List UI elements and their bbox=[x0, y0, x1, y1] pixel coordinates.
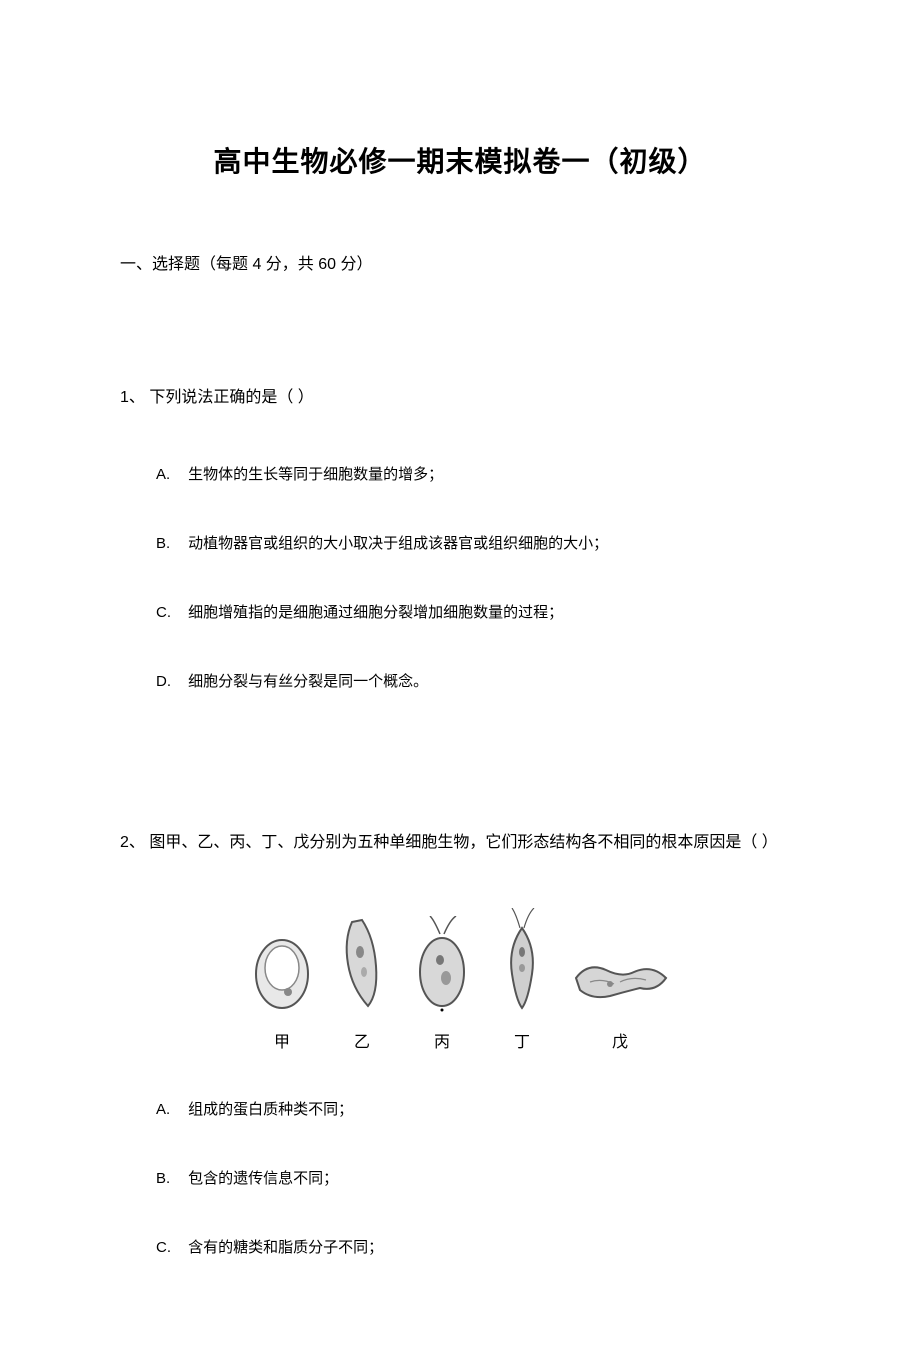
organism-bing-icon bbox=[410, 916, 474, 1012]
option-c: C. 细胞增殖指的是细胞通过细胞分裂增加细胞数量的过程； bbox=[156, 601, 800, 625]
organism-wu: 戊 bbox=[570, 948, 670, 1052]
option-list: A. 生物体的生长等同于细胞数量的增多； B. 动植物器官或组织的大小取决于组成… bbox=[120, 463, 800, 694]
document-page: 高中生物必修一期末模拟卷一（初级） 一、选择题（每题 4 分，共 60 分） 1… bbox=[0, 0, 920, 1365]
organism-bing: 丙 bbox=[410, 916, 474, 1052]
option-c: C. 含有的糖类和脂质分子不同； bbox=[156, 1236, 800, 1260]
question-2: 2、 图甲、乙、丙、丁、戊分别为五种单细胞生物，它们形态结构各不相同的根本原因是… bbox=[120, 829, 800, 1260]
organism-label: 戊 bbox=[612, 1028, 628, 1052]
option-marker: B. bbox=[156, 532, 184, 556]
option-a: A. 组成的蛋白质种类不同； bbox=[156, 1098, 800, 1122]
organism-yi: 乙 bbox=[334, 916, 390, 1052]
option-text: 含有的糖类和脂质分子不同； bbox=[188, 1239, 383, 1256]
organism-wu-icon bbox=[570, 948, 670, 1012]
option-marker: D. bbox=[156, 670, 184, 694]
option-b: B. 动植物器官或组织的大小取决于组成该器官或组织细胞的大小； bbox=[156, 532, 800, 556]
option-marker: C. bbox=[156, 1236, 184, 1260]
option-marker: B. bbox=[156, 1167, 184, 1191]
question-1: 1、 下列说法正确的是（ ） A. 生物体的生长等同于细胞数量的增多； B. 动… bbox=[120, 384, 800, 694]
organism-label: 丁 bbox=[514, 1028, 530, 1052]
organism-figure: 甲 乙 bbox=[120, 908, 800, 1052]
question-number: 2、 bbox=[120, 834, 145, 851]
option-a: A. 生物体的生长等同于细胞数量的增多； bbox=[156, 463, 800, 487]
option-text: 包含的遗传信息不同； bbox=[188, 1170, 338, 1187]
option-list: A. 组成的蛋白质种类不同； B. 包含的遗传信息不同； C. 含有的糖类和脂质… bbox=[120, 1098, 800, 1260]
organism-row: 甲 乙 bbox=[250, 908, 670, 1052]
option-marker: C. bbox=[156, 601, 184, 625]
organism-ding-icon bbox=[494, 908, 550, 1012]
question-text: 图甲、乙、丙、丁、戊分别为五种单细胞生物，它们形态结构各不相同的根本原因是（ ） bbox=[149, 834, 777, 851]
question-text: 下列说法正确的是（ ） bbox=[149, 389, 313, 406]
option-marker: A. bbox=[156, 1098, 184, 1122]
option-text: 组成的蛋白质种类不同； bbox=[188, 1101, 353, 1118]
section-header: 一、选择题（每题 4 分，共 60 分） bbox=[120, 250, 800, 274]
option-text: 细胞增殖指的是细胞通过细胞分裂增加细胞数量的过程； bbox=[188, 604, 563, 621]
spacer bbox=[120, 739, 800, 829]
organism-label: 甲 bbox=[274, 1028, 290, 1052]
question-stem: 2、 图甲、乙、丙、丁、戊分别为五种单细胞生物，它们形态结构各不相同的根本原因是… bbox=[120, 829, 800, 858]
organism-jia: 甲 bbox=[250, 932, 314, 1052]
question-stem: 1、 下列说法正确的是（ ） bbox=[120, 384, 800, 413]
option-text: 生物体的生长等同于细胞数量的增多； bbox=[188, 466, 443, 483]
organism-label: 乙 bbox=[354, 1028, 370, 1052]
question-number: 1、 bbox=[120, 389, 145, 406]
option-b: B. 包含的遗传信息不同； bbox=[156, 1167, 800, 1191]
exam-title: 高中生物必修一期末模拟卷一（初级） bbox=[120, 140, 800, 180]
option-text: 细胞分裂与有丝分裂是同一个概念。 bbox=[188, 673, 428, 690]
option-d: D. 细胞分裂与有丝分裂是同一个概念。 bbox=[156, 670, 800, 694]
organism-label: 丙 bbox=[434, 1028, 450, 1052]
organism-jia-icon bbox=[250, 932, 314, 1012]
organism-yi-icon bbox=[334, 916, 390, 1012]
option-marker: A. bbox=[156, 463, 184, 487]
organism-ding: 丁 bbox=[494, 908, 550, 1052]
option-text: 动植物器官或组织的大小取决于组成该器官或组织细胞的大小； bbox=[188, 535, 608, 552]
